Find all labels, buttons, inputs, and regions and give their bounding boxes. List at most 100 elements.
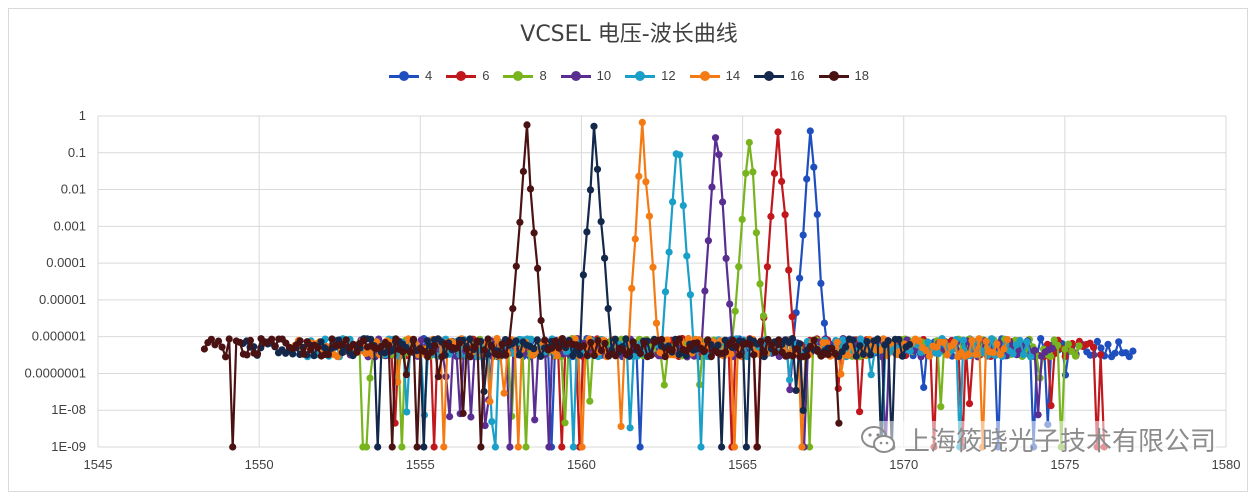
- data-point: [530, 345, 538, 353]
- data-point: [824, 351, 832, 359]
- data-point: [1009, 350, 1017, 358]
- legend-swatch: [754, 70, 785, 82]
- data-point: [856, 408, 864, 416]
- data-point: [486, 397, 494, 405]
- data-point: [481, 422, 489, 430]
- data-point: [665, 248, 673, 256]
- data-point: [731, 307, 739, 315]
- data-point: [684, 334, 693, 343]
- y-tick-label: 0.1: [68, 145, 86, 160]
- data-point: [388, 443, 396, 451]
- data-point: [1054, 341, 1062, 349]
- data-point: [950, 338, 958, 347]
- data-point: [362, 443, 371, 451]
- data-point: [679, 202, 687, 210]
- watermark: 上海筱晓光子技术有限公司: [859, 421, 1216, 458]
- data-point: [736, 351, 744, 359]
- legend-item-6: 6: [446, 68, 489, 83]
- data-point: [1047, 402, 1055, 410]
- data-point: [438, 353, 446, 361]
- data-point: [806, 443, 814, 451]
- data-point: [406, 348, 414, 356]
- data-point: [798, 443, 806, 451]
- data-point: [571, 335, 579, 343]
- data-point: [488, 418, 496, 426]
- data-point: [1037, 335, 1045, 343]
- data-point: [222, 353, 230, 361]
- data-point: [324, 351, 332, 359]
- data-point: [781, 211, 789, 219]
- data-point: [601, 339, 609, 347]
- data-point: [1000, 345, 1008, 353]
- data-point: [333, 353, 342, 361]
- data-point: [466, 353, 474, 361]
- data-point: [628, 284, 636, 292]
- data-point: [225, 335, 233, 343]
- data-point: [360, 336, 368, 344]
- data-point: [200, 345, 208, 353]
- data-point: [381, 349, 389, 357]
- data-point: [1097, 351, 1105, 359]
- data-point: [631, 235, 639, 243]
- data-point: [385, 341, 393, 349]
- data-point: [721, 348, 730, 356]
- legend-label: 18: [854, 68, 870, 83]
- data-point: [849, 336, 857, 344]
- data-point: [622, 335, 630, 343]
- data-point: [626, 348, 634, 356]
- data-point: [328, 335, 336, 343]
- data-point: [314, 344, 322, 352]
- data-point: [661, 288, 670, 296]
- data-point: [663, 336, 671, 344]
- data-point: [548, 344, 556, 352]
- data-point: [764, 335, 772, 344]
- data-point: [810, 163, 818, 171]
- data-point: [594, 337, 602, 345]
- data-point: [296, 337, 304, 345]
- data-point: [726, 300, 734, 308]
- data-point: [668, 346, 676, 354]
- data-point: [502, 351, 510, 359]
- legend-label: 4: [424, 68, 433, 83]
- data-point: [752, 229, 761, 237]
- data-point: [636, 349, 645, 358]
- data-point: [519, 167, 528, 176]
- data-point: [652, 319, 661, 327]
- data-point: [746, 341, 754, 349]
- data-point: [590, 122, 598, 130]
- data-point: [789, 352, 797, 360]
- data-point: [1064, 340, 1072, 348]
- data-point: [392, 335, 400, 343]
- data-point: [1034, 411, 1042, 419]
- series-line: [290, 121, 1009, 449]
- legend-swatch: [388, 70, 419, 82]
- y-tick-label: 0.00001: [39, 292, 86, 307]
- data-point: [1097, 344, 1105, 352]
- data-point: [693, 339, 701, 347]
- data-point: [756, 280, 764, 288]
- data-point: [922, 346, 930, 355]
- data-point: [434, 373, 442, 381]
- data-point: [943, 351, 951, 359]
- legend-label: 14: [725, 68, 741, 83]
- data-point: [1003, 336, 1012, 344]
- data-point: [660, 381, 668, 389]
- legend-swatch: [818, 70, 849, 82]
- data-point: [975, 335, 983, 343]
- data-point: [856, 342, 864, 350]
- legend-swatch: [446, 70, 477, 82]
- data-point: [484, 335, 492, 343]
- data-point: [604, 305, 612, 313]
- data-point: [852, 352, 860, 360]
- data-point: [611, 335, 619, 343]
- data-point: [965, 400, 974, 408]
- legend-swatch: [625, 70, 656, 82]
- legend-item-10: 10: [560, 68, 611, 83]
- data-point: [1027, 353, 1035, 361]
- data-point: [580, 342, 588, 350]
- data-point: [214, 337, 223, 345]
- data-point: [463, 345, 471, 353]
- data-point: [704, 336, 712, 344]
- data-point: [493, 334, 501, 343]
